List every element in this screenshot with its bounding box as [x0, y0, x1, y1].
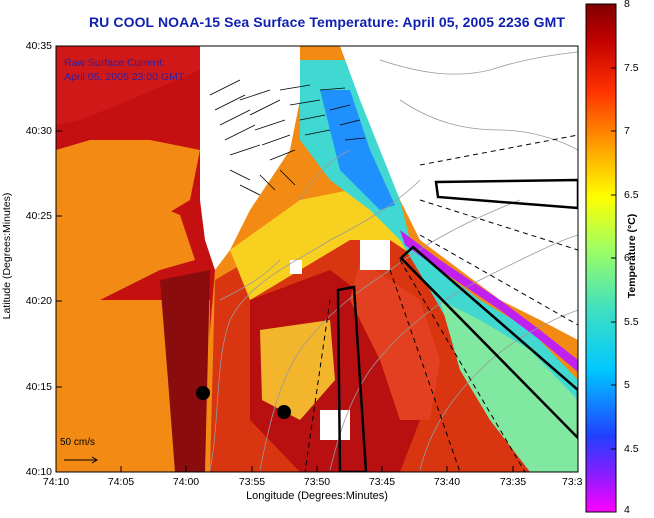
ytick-label: 40:25: [25, 210, 52, 222]
surface-current-vectors: [209, 79, 366, 196]
ytick-label: 40:15: [25, 381, 52, 393]
current-legend: Raw Surface Current: April 05, 2005 23:0…: [64, 56, 184, 84]
ytick-label: 40:35: [25, 40, 52, 52]
mooring-marker-1: [196, 386, 210, 400]
colorbar-label: 8: [624, 0, 630, 10]
bathymetry-contours: [209, 51, 578, 471]
ytick-label: 40:10: [25, 466, 52, 478]
new-jersey-coast: [56, 190, 195, 310]
colorbar-label: 6: [624, 252, 630, 264]
xtick-label: 73:40: [433, 476, 461, 488]
ytick-label: 40:30: [25, 125, 52, 137]
nodata-harbor: [200, 46, 300, 270]
colorbar-label: 4.5: [624, 443, 639, 455]
xtick-label: 73:35: [499, 476, 527, 488]
xtick-label: 74:05: [107, 476, 135, 488]
study-boxes: [336, 178, 578, 472]
ytick-label: 40:20: [25, 295, 52, 307]
xtick-label: 73:50: [303, 476, 331, 488]
colorbar-title: Temperature (°C): [626, 213, 638, 299]
y-axis-title: Latitude (Degrees:Minutes): [1, 192, 13, 320]
colorbar-label: 5.5: [624, 316, 639, 328]
scale-label: 50 cm/s: [60, 437, 96, 448]
axis-ticks: [55, 45, 579, 473]
nodata-east: [340, 46, 578, 340]
colorbar-ticks: [611, 3, 616, 513]
xtick-label: 73:45: [368, 476, 396, 488]
map-title: RU COOL NOAA-15 Sea Surface Temperature:…: [88, 14, 566, 30]
current-legend-line1: Raw Surface Current:: [64, 57, 165, 69]
colorbar-label: 5: [624, 379, 630, 391]
colorbar-label: 4: [624, 504, 630, 516]
x-axis-title: Longitude (Degrees:Minutes): [246, 490, 388, 502]
colorbar-label: 7.5: [624, 62, 639, 74]
xtick-label: 74:10: [42, 476, 70, 488]
xtick-label: 73:3: [562, 476, 583, 488]
survey-lines: [304, 134, 578, 472]
current-legend-line2: April 05, 2005 23:00 GMT: [64, 71, 185, 83]
xtick-label: 73:55: [238, 476, 266, 488]
xtick-label: 74:00: [172, 476, 200, 488]
mooring-marker-2: [277, 405, 291, 419]
colorbar-label: 6.5: [624, 189, 639, 201]
sst-map: [56, 46, 578, 472]
colorbar-label: 7: [624, 125, 630, 137]
